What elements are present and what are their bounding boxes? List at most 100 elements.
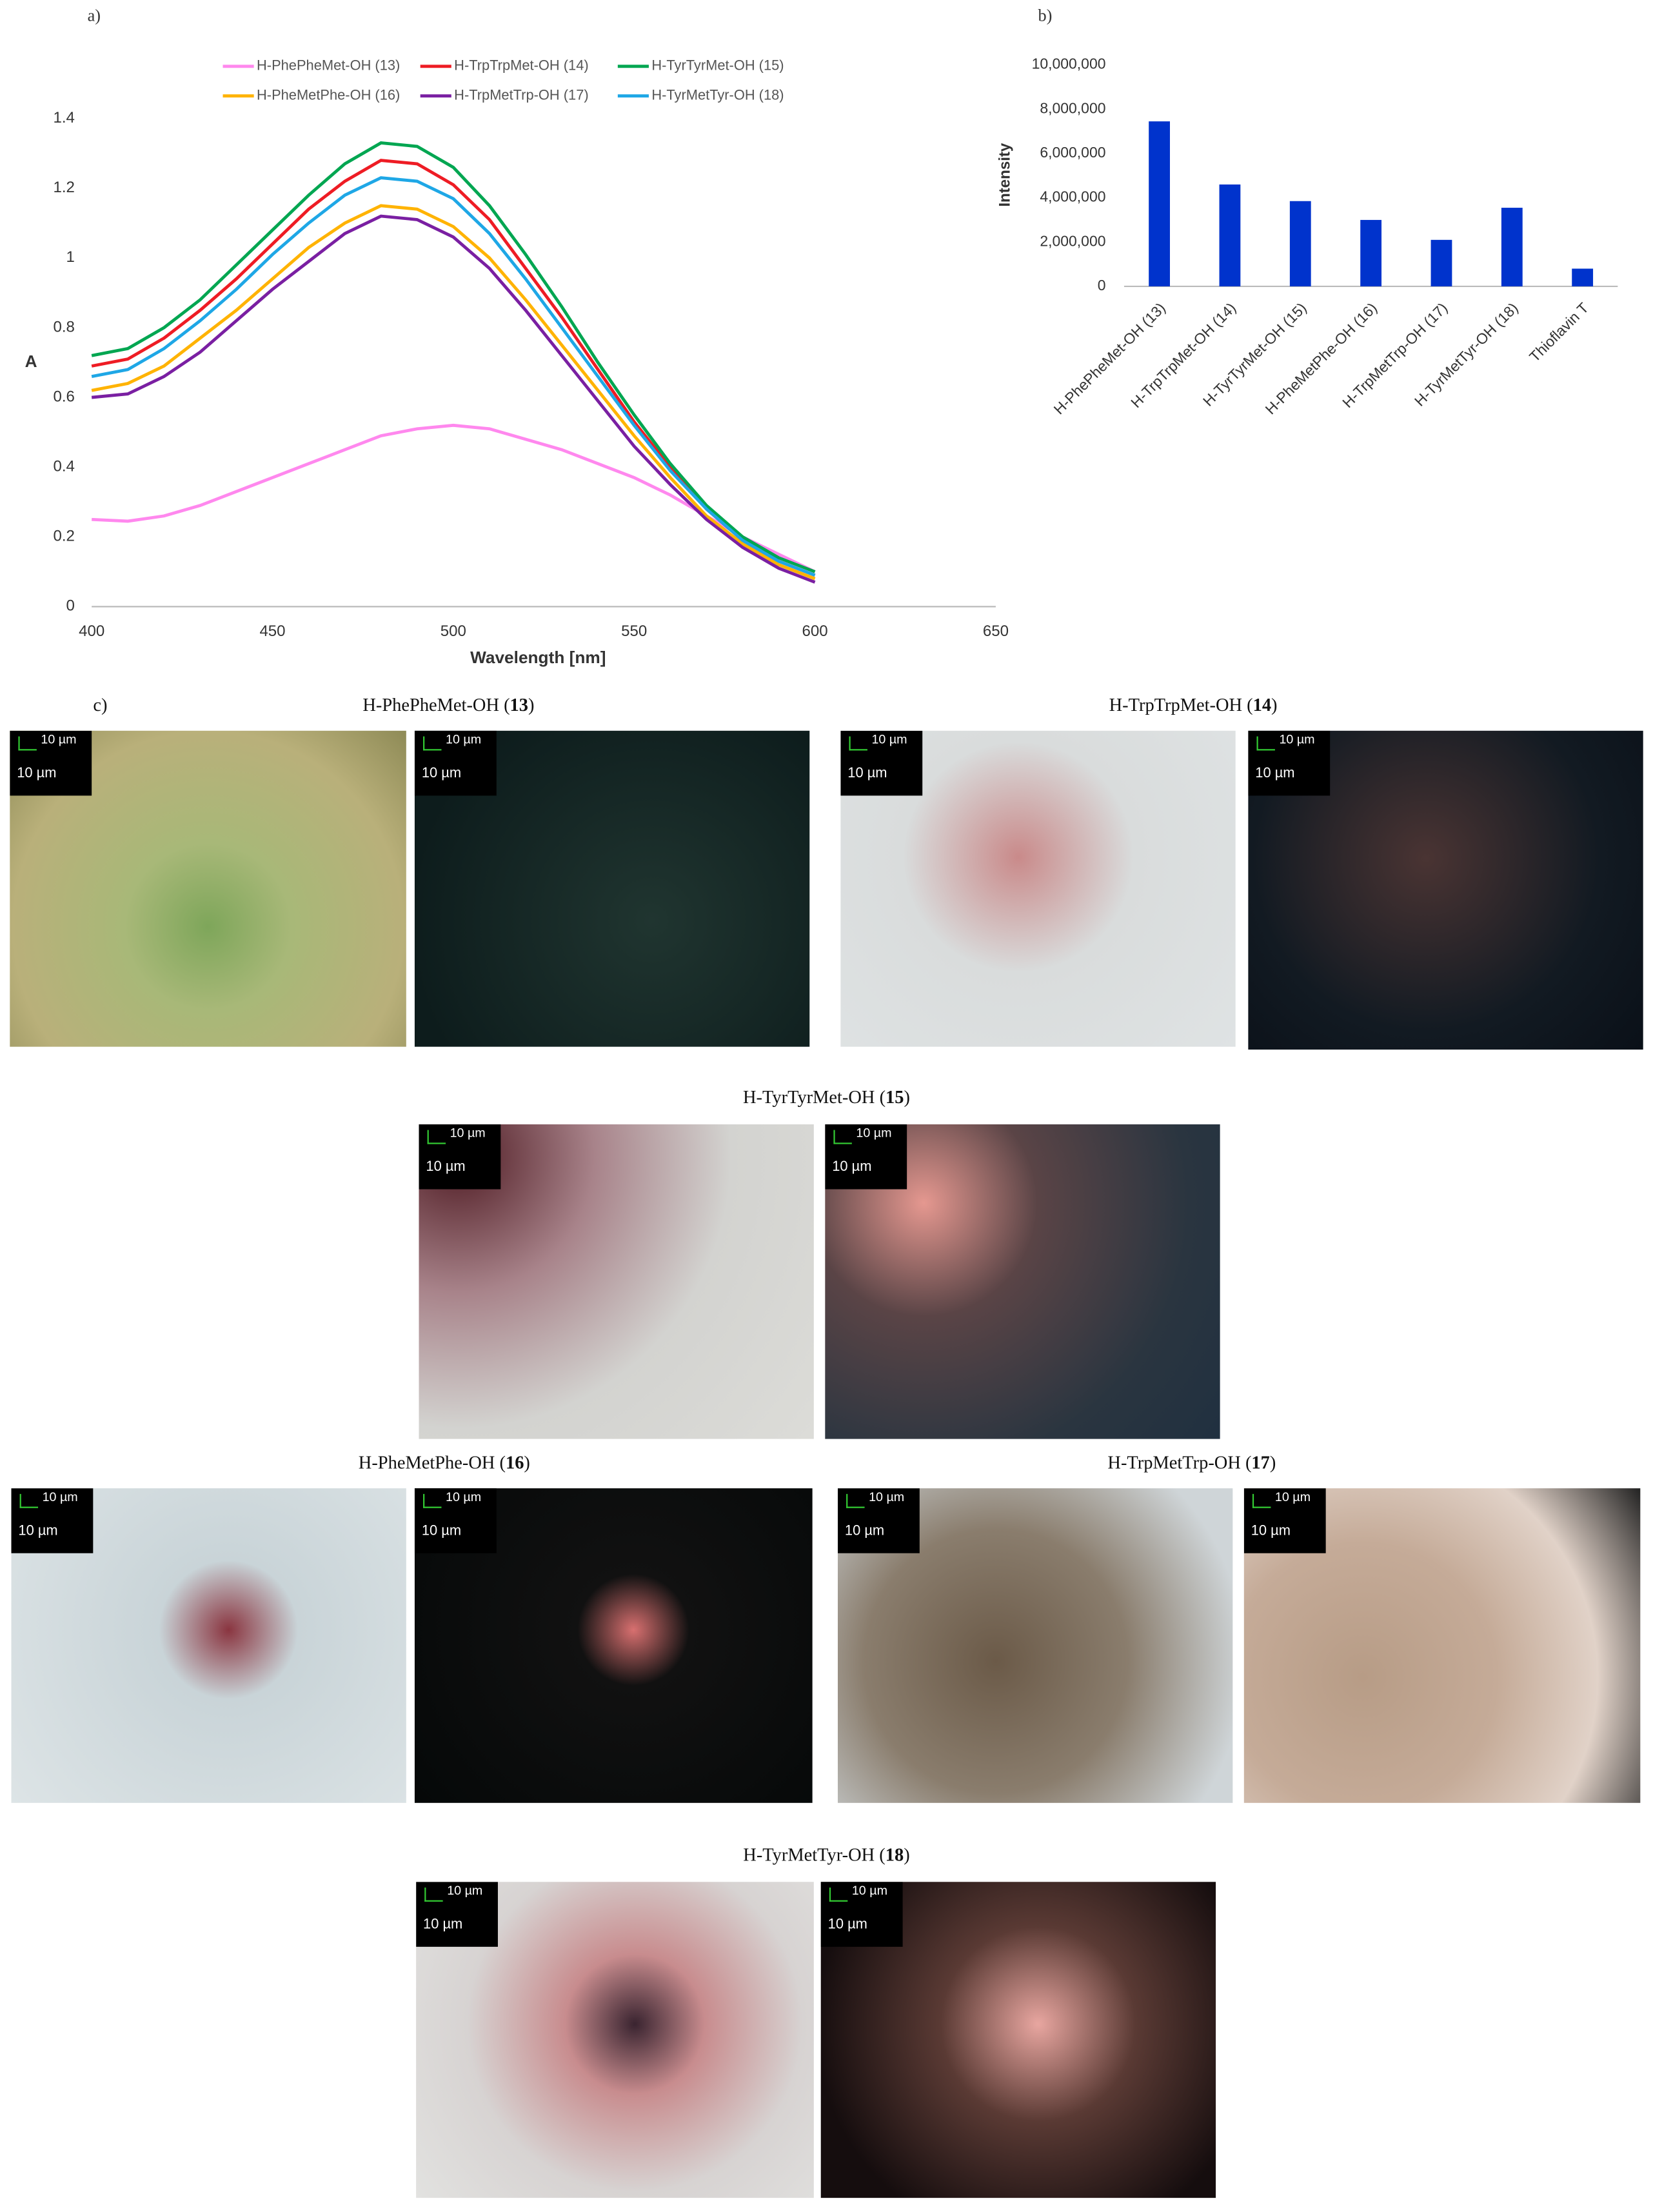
line-series: [91, 141, 816, 573]
bar: [1572, 268, 1594, 286]
bar: [1430, 239, 1452, 286]
scale-label: 10 µm: [1251, 1523, 1291, 1539]
legend-label: H-TrpMetTrp-OH (17): [454, 86, 588, 103]
scale-label: 10 µm: [421, 1523, 462, 1539]
title-prefix: H-TyrMetTyr-OH (: [743, 1844, 886, 1866]
scale-bar: [1252, 1493, 1271, 1508]
micrograph-title: H-TyrMetTyr-OH (18): [743, 1844, 909, 1866]
scale-label: 10 µm: [847, 766, 887, 782]
title-prefix: H-TyrTyrMet-OH (: [743, 1086, 886, 1108]
x-tick-label: 550: [621, 623, 647, 640]
scale-box: 10 µm 10 µm: [837, 1488, 920, 1553]
micrograph-image: 10 µm 10 µm: [416, 1882, 814, 2198]
micrograph-image: 10 µm 10 µm: [837, 1488, 1233, 1803]
y-tick-label: 1.2: [53, 179, 74, 196]
scale-bar: [427, 1130, 446, 1144]
scale-box: 10 µm 10 µm: [820, 1882, 903, 1947]
micrograph-title: H-TrpMetTrp-OH (17): [1107, 1451, 1276, 1474]
legend-label: H-PhePheMet-OH (13): [257, 57, 400, 74]
micrograph-image: 10 µm 10 µm: [825, 1124, 1220, 1439]
scale-box: 10 µm 10 µm: [825, 1124, 907, 1190]
micrograph-title: H-TyrTyrMet-OH (15): [743, 1086, 910, 1109]
title-suffix: ): [1271, 693, 1278, 715]
title-number: 18: [885, 1844, 904, 1866]
x-tick-label: 600: [802, 623, 828, 640]
scale-box: 10 µm 10 µm: [1243, 1488, 1326, 1553]
micrograph-title: H-PheMetPhe-OH (16): [359, 1451, 530, 1474]
scale-box: 10 µm 10 µm: [416, 1882, 498, 1947]
y-tick-label: 0.8: [53, 318, 74, 335]
title-prefix: H-TrpTrpMet-OH (: [1109, 693, 1253, 715]
scale-bar-label: 10 µm: [446, 732, 482, 746]
x-tick-label: 400: [79, 623, 104, 640]
scale-bar-label: 10 µm: [856, 1126, 892, 1140]
line-series: [91, 176, 816, 577]
y-tick-label: 0.4: [53, 458, 74, 475]
scale-bar-label: 10 µm: [869, 1490, 905, 1504]
title-number: 13: [510, 693, 528, 715]
y-axis-label: Intensity: [996, 143, 1014, 207]
scale-bar: [423, 736, 442, 751]
title-number: 16: [505, 1451, 524, 1473]
title-prefix: H-PhePheMet-OH (: [362, 693, 510, 715]
scale-bar: [1256, 736, 1275, 751]
title-prefix: H-PheMetPhe-OH (: [358, 1451, 506, 1473]
title-suffix: ): [524, 1451, 530, 1473]
charts: a) 0 0.2 0.4 0.6 0.8 1 1.2 1.4 400 450 500 550 600 650…: [25, 6, 1618, 667]
x-tick-label: 500: [440, 623, 466, 640]
scale-bar-label: 10 µm: [851, 1883, 887, 1898]
bar: [1360, 219, 1382, 286]
x-tick-label: H-PhePheMet-OH (13): [1051, 299, 1169, 417]
scale-bar: [849, 736, 867, 751]
scale-box: 10 µm 10 µm: [414, 1488, 497, 1553]
line-series: [91, 204, 816, 581]
micrograph-image: 10 µm 10 µm: [840, 730, 1236, 1047]
y-axis-label: A: [25, 352, 37, 371]
title-number: 15: [886, 1086, 904, 1108]
scale-label: 10 µm: [844, 1523, 885, 1539]
scale-label: 10 µm: [832, 1159, 872, 1175]
scale-bar: [846, 1493, 865, 1508]
y-tick-label: 1: [66, 248, 75, 266]
panel-label: c): [93, 693, 108, 715]
x-tick-label: Thioflavin T: [1526, 299, 1592, 365]
line-series: [91, 214, 816, 584]
y-tick-label: 0.2: [53, 528, 74, 545]
micrograph-image: 10 µm 10 µm: [414, 1488, 813, 1803]
scale-box: 10 µm 10 µm: [1248, 730, 1331, 796]
bar: [1219, 184, 1241, 286]
scale-bar-label: 10 µm: [450, 1126, 486, 1140]
scale-box: 10 µm 10 µm: [11, 1488, 94, 1553]
scale-bar-label: 10 µm: [41, 732, 77, 746]
scale-bar: [19, 1493, 39, 1508]
scale-bar-label: 10 µm: [1279, 732, 1315, 746]
title-number: 14: [1252, 693, 1272, 715]
title-number: 17: [1251, 1451, 1270, 1473]
scale-bar: [829, 1888, 848, 1902]
x-axis-label: Wavelength [nm]: [470, 648, 606, 667]
x-tick-label: 650: [983, 623, 1009, 640]
scale-box: 10 µm 10 µm: [419, 1124, 501, 1190]
bar: [1501, 208, 1523, 286]
y-tick-label: 0: [66, 597, 75, 615]
scale-label: 10 µm: [423, 1917, 463, 1933]
scale-box: 10 µm 10 µm: [10, 730, 92, 796]
scale-box: 10 µm 10 µm: [414, 730, 497, 796]
micrograph-image: 10 µm 10 µm: [1248, 730, 1643, 1050]
scale-bar-label: 10 µm: [1274, 1490, 1311, 1504]
scale-label: 10 µm: [827, 1917, 867, 1933]
scale-label: 10 µm: [426, 1159, 466, 1175]
scale-bar: [423, 1493, 442, 1508]
scale-box: 10 µm 10 µm: [840, 730, 923, 796]
y-tick-label: 10,000,000: [1032, 55, 1106, 72]
y-tick-label: 8,000,000: [1040, 99, 1105, 116]
x-tick-label: 450: [259, 623, 285, 640]
micrograph-image: 10 µm 10 µm: [419, 1124, 814, 1439]
y-tick-label: 6,000,000: [1040, 144, 1105, 161]
title-suffix: ): [1269, 1451, 1276, 1473]
scale-label: 10 µm: [1255, 766, 1295, 782]
bar: [1289, 201, 1311, 286]
legend-label: H-TyrMetTyr-OH (18): [651, 86, 784, 103]
bar: [1149, 121, 1171, 286]
